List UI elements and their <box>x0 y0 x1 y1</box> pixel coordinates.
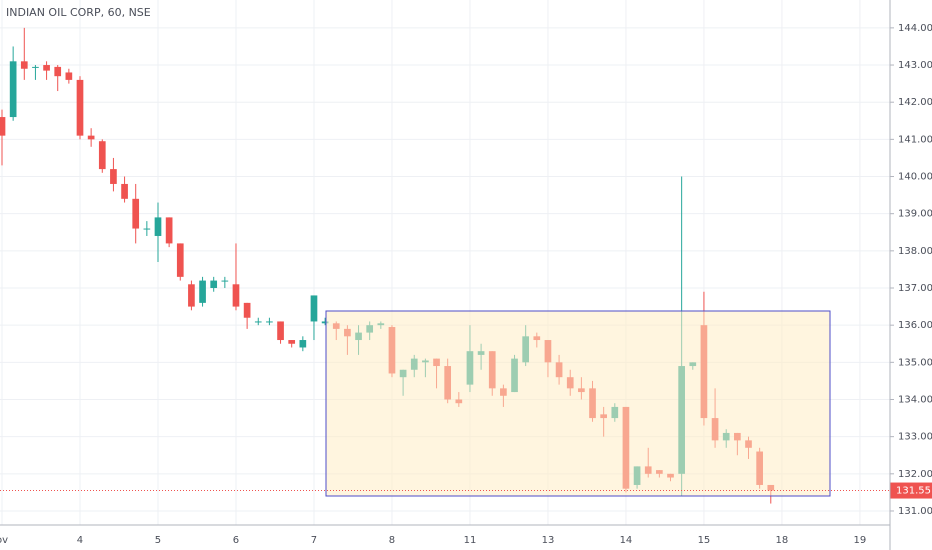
x-tick-label: 5 <box>155 535 161 546</box>
candle-body <box>277 321 284 341</box>
candle-body <box>199 280 206 303</box>
x-tick-label: 18 <box>776 535 789 546</box>
x-tick-label: 14 <box>620 535 633 546</box>
candle-body <box>210 280 218 289</box>
candle-body <box>87 135 95 140</box>
x-tick-label: 11 <box>464 535 477 546</box>
x-tick-label: ov <box>0 535 8 546</box>
candle-body <box>243 302 251 318</box>
candle-body <box>321 321 329 324</box>
candle-body <box>9 61 17 118</box>
y-tick-label: 132.00 <box>898 469 932 480</box>
candle-body <box>266 321 273 323</box>
candle-body <box>54 66 62 77</box>
candle-body <box>0 117 6 136</box>
chart-title: INDIAN OIL CORP, 60, NSE <box>6 6 151 19</box>
candle-body <box>299 340 307 348</box>
candle-body <box>154 217 162 236</box>
candle-body <box>20 61 28 69</box>
y-tick-label: 135.00 <box>898 357 932 368</box>
candle-body <box>288 340 296 344</box>
last-price-box <box>890 482 932 499</box>
x-tick-label: 8 <box>389 535 395 546</box>
y-tick-label: 143.00 <box>898 60 932 71</box>
x-tick-label: 7 <box>311 535 317 546</box>
last-price-label: 131.55 <box>896 486 931 497</box>
x-tick-label: 13 <box>542 535 555 546</box>
candle-body <box>310 295 318 322</box>
candle-body <box>176 243 184 277</box>
candle-body <box>132 198 140 229</box>
candle-body <box>188 284 195 307</box>
y-tick-label: 137.00 <box>898 283 932 294</box>
y-tick-label: 142.00 <box>898 97 932 108</box>
candle-body <box>165 217 173 244</box>
y-tick-label: 138.00 <box>898 246 932 257</box>
y-tick-label: 133.00 <box>898 432 932 443</box>
y-tick-label: 139.00 <box>898 209 932 220</box>
y-tick-label: 136.00 <box>898 320 932 331</box>
candle-body <box>76 79 84 136</box>
candle-body <box>221 280 229 282</box>
range-box <box>325 310 831 497</box>
y-tick-label: 131.00 <box>898 506 932 517</box>
x-tick-label: 19 <box>854 535 867 546</box>
candle-body <box>32 66 39 68</box>
candle-body <box>254 321 262 323</box>
y-tick-label: 141.00 <box>898 134 932 145</box>
candle-body <box>65 72 73 80</box>
candle-body <box>232 284 240 307</box>
y-tick-label: 144.00 <box>898 23 932 34</box>
x-tick-label: 4 <box>77 535 83 546</box>
y-tick-label: 140.00 <box>898 172 932 183</box>
candle-body <box>121 183 128 199</box>
y-tick-label: 134.00 <box>898 394 932 405</box>
x-tick-label: 15 <box>698 535 711 546</box>
candle-body <box>98 141 106 170</box>
candle-body <box>110 169 117 184</box>
x-tick-label: 6 <box>233 535 239 546</box>
candle-body <box>143 228 151 230</box>
candle-body <box>43 65 50 71</box>
